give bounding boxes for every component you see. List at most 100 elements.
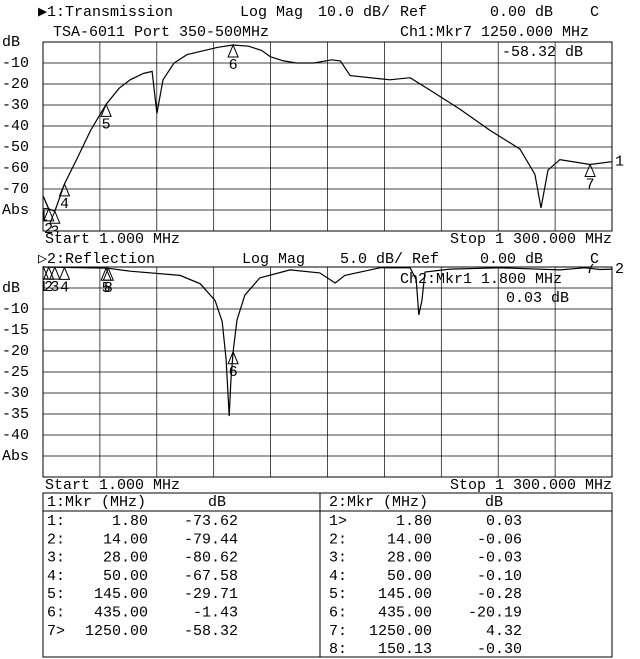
y-tick-label: dB xyxy=(2,34,20,51)
header-coupling: C xyxy=(590,4,599,21)
y-tick-label: -25 xyxy=(2,364,29,381)
marker-label: 6 xyxy=(229,57,238,74)
y-tick-label: -15 xyxy=(2,322,29,339)
table-marker: 1: xyxy=(47,513,65,530)
marker-label: 5 xyxy=(102,280,111,297)
header-ref-label: Ref xyxy=(412,251,439,268)
header-ref-label: Ref xyxy=(400,4,427,21)
header-channel: ▶1:Transmission xyxy=(38,4,173,21)
marker xyxy=(584,163,596,177)
marker xyxy=(227,350,239,365)
x-start-label: Start 1.000 MHz xyxy=(45,231,180,248)
marker-label: 1 xyxy=(39,279,48,296)
table-frequency: 14.00 xyxy=(387,531,432,548)
y-tick-label: -50 xyxy=(2,139,29,156)
table-db: -67.58 xyxy=(184,568,238,585)
marker xyxy=(102,266,115,281)
table-frequency: 28.00 xyxy=(387,550,432,567)
table-db: -0.06 xyxy=(477,531,522,548)
header-format: Log Mag xyxy=(240,4,303,21)
table-marker: 5: xyxy=(47,586,65,603)
y-tick-label: dB xyxy=(2,280,20,297)
marker-label: 6 xyxy=(229,364,238,381)
y-tick-label: -60 xyxy=(2,160,29,177)
header-coupling: C xyxy=(590,251,599,268)
y-tick-label: -10 xyxy=(2,301,29,318)
table-db: -1.43 xyxy=(193,604,238,621)
x-start-label: Start 1.000 MHz xyxy=(45,477,180,494)
table-marker: 2: xyxy=(47,531,65,548)
y-tick-label: -40 xyxy=(2,118,29,135)
y-tick-label: -30 xyxy=(2,97,29,114)
table-marker: 3: xyxy=(329,550,347,567)
marker xyxy=(227,43,239,58)
table-marker: 5: xyxy=(329,586,347,603)
table-marker: 7: xyxy=(329,623,347,640)
table-db: -0.03 xyxy=(477,550,522,567)
trace-label: 2 xyxy=(615,261,624,278)
table-marker: 2: xyxy=(329,531,347,548)
marker-label: 4 xyxy=(60,196,69,213)
marker-label: 7 xyxy=(586,176,595,193)
marker-readout: 0.03 dB xyxy=(506,290,569,307)
marker-label: 2 xyxy=(44,279,53,296)
trace-label: 1 xyxy=(615,154,624,171)
table-frequency: 14.00 xyxy=(103,531,148,548)
marker-readout: -58.32 dB xyxy=(502,44,583,61)
table-marker: 6: xyxy=(329,604,347,621)
table-header: 1:Mkr (MHz) xyxy=(47,494,146,511)
table-db: -20.19 xyxy=(468,604,522,621)
table-frequency: 435.00 xyxy=(378,604,432,621)
table-db: -80.62 xyxy=(184,550,238,567)
table-frequency: 50.00 xyxy=(103,568,148,585)
marker xyxy=(100,103,112,117)
table-frequency: 28.00 xyxy=(103,550,148,567)
marker-label: 3 xyxy=(50,223,59,240)
table-frequency: 1.80 xyxy=(396,513,432,530)
trace xyxy=(43,44,612,213)
table-marker: 1> xyxy=(329,513,347,530)
header-ref-value: 0.00 dB xyxy=(490,4,553,21)
table-db: -73.62 xyxy=(184,513,238,530)
trace xyxy=(43,266,612,417)
y-tick-label: -20 xyxy=(2,343,29,360)
table-db: -29.71 xyxy=(184,586,238,603)
header-format: Log Mag xyxy=(242,251,305,268)
table-frequency: 150.13 xyxy=(378,641,432,658)
marker-label: 7 xyxy=(586,261,595,278)
marker-label: 8 xyxy=(104,280,113,297)
y-tick-label: Abs xyxy=(2,202,29,219)
header-scale: 10.0 dB/ xyxy=(318,4,390,21)
marker-label: 5 xyxy=(102,116,111,133)
table-db: 4.32 xyxy=(486,623,522,640)
marker xyxy=(43,195,50,210)
marker-label: 3 xyxy=(50,279,59,296)
table-marker: 4: xyxy=(329,568,347,585)
table-marker: 3: xyxy=(47,550,65,567)
y-tick-label: -40 xyxy=(2,427,29,444)
chart-title: TSA-6011 Port 350-500MHz xyxy=(53,24,269,41)
marker-readout: Ch2:Mkr1 1.800 MHz xyxy=(400,271,562,288)
table-marker: 4: xyxy=(47,568,65,585)
table-frequency: 1.80 xyxy=(112,513,148,530)
table-frequency: 1250.00 xyxy=(85,623,148,640)
y-tick-label: -30 xyxy=(2,385,29,402)
marker xyxy=(58,182,71,197)
marker xyxy=(43,207,55,222)
marker xyxy=(58,266,71,280)
table-frequency: 145.00 xyxy=(378,586,432,603)
y-tick-label: Abs xyxy=(2,448,29,465)
table-frequency: 1250.00 xyxy=(369,623,432,640)
table-db: -79.44 xyxy=(184,531,238,548)
trace-group: 123 4 5 6 7 8 xyxy=(39,261,612,417)
table-header: dB xyxy=(485,494,503,511)
x-stop-label: Stop 1 300.000 MHz xyxy=(450,477,612,494)
marker xyxy=(49,210,61,224)
y-tick-label: -70 xyxy=(2,181,29,198)
title-bg xyxy=(45,23,305,41)
table-frequency: 50.00 xyxy=(387,568,432,585)
table-header: 2:Mkr (MHz) xyxy=(329,494,428,511)
marker xyxy=(49,265,61,280)
header-scale: 5.0 dB/ xyxy=(340,251,403,268)
